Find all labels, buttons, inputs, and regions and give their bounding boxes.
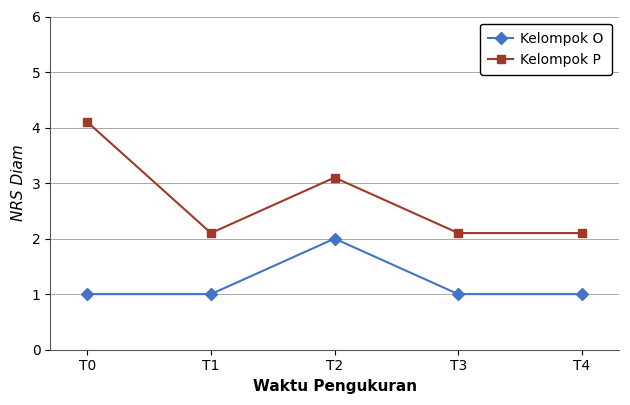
Legend: Kelompok O, Kelompok P: Kelompok O, Kelompok P bbox=[480, 23, 612, 75]
Line: Kelompok P: Kelompok P bbox=[83, 118, 586, 237]
Y-axis label: NRS Diam: NRS Diam bbox=[11, 145, 26, 222]
Kelompok P bbox=[578, 230, 585, 235]
Kelompok O bbox=[331, 236, 338, 241]
Kelompok O bbox=[84, 292, 91, 296]
Kelompok O bbox=[207, 292, 215, 296]
Kelompok O bbox=[454, 292, 462, 296]
Line: Kelompok O: Kelompok O bbox=[83, 234, 586, 298]
Kelompok O bbox=[578, 292, 585, 296]
X-axis label: Waktu Pengukuran: Waktu Pengukuran bbox=[253, 379, 416, 394]
Kelompok P bbox=[207, 230, 215, 235]
Kelompok P bbox=[84, 119, 91, 124]
Kelompok P bbox=[454, 230, 462, 235]
Kelompok P bbox=[331, 175, 338, 180]
